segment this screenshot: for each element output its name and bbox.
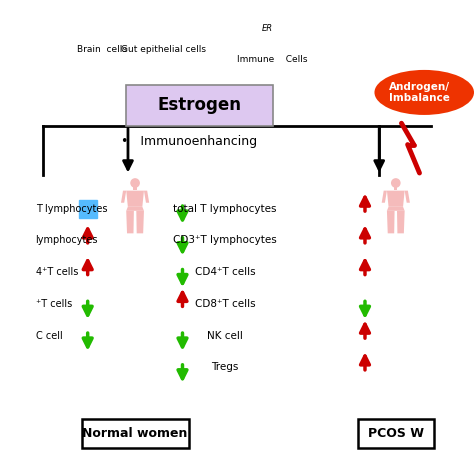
Text: Tregs: Tregs bbox=[211, 362, 239, 373]
Text: CD3⁺T lymphocytes: CD3⁺T lymphocytes bbox=[173, 235, 277, 246]
Text: ⁺T cells: ⁺T cells bbox=[36, 299, 72, 309]
Text: CD8⁺T cells: CD8⁺T cells bbox=[195, 299, 255, 309]
Text: Immune    Cells: Immune Cells bbox=[237, 55, 308, 64]
Ellipse shape bbox=[374, 70, 474, 115]
Text: Androgen/
Imbalance: Androgen/ Imbalance bbox=[389, 82, 450, 103]
Polygon shape bbox=[126, 207, 144, 211]
Text: Normal women: Normal women bbox=[82, 427, 188, 440]
Text: ER: ER bbox=[262, 24, 273, 33]
Text: T lymphocytes: T lymphocytes bbox=[36, 203, 107, 214]
Bar bbox=[134, 186, 137, 190]
Polygon shape bbox=[387, 207, 405, 211]
Text: PCOS W: PCOS W bbox=[368, 427, 424, 440]
Circle shape bbox=[391, 178, 401, 188]
Circle shape bbox=[130, 178, 140, 188]
Polygon shape bbox=[387, 211, 394, 233]
FancyBboxPatch shape bbox=[126, 85, 273, 126]
Text: CD4⁺T cells: CD4⁺T cells bbox=[195, 267, 255, 277]
Polygon shape bbox=[126, 211, 134, 233]
Polygon shape bbox=[387, 191, 405, 207]
FancyBboxPatch shape bbox=[82, 419, 189, 448]
Text: total T lymphocytes: total T lymphocytes bbox=[173, 203, 277, 214]
FancyBboxPatch shape bbox=[357, 419, 434, 448]
Text: •   Immunoenhancing: • Immunoenhancing bbox=[121, 135, 257, 148]
Bar bbox=[79, 200, 97, 218]
Polygon shape bbox=[382, 191, 387, 203]
Text: Estrogen: Estrogen bbox=[157, 97, 241, 114]
Text: lymphocytes: lymphocytes bbox=[36, 235, 98, 246]
Text: 4⁺T cells: 4⁺T cells bbox=[36, 267, 78, 277]
Text: Gut epithelial cells: Gut epithelial cells bbox=[121, 46, 206, 54]
Polygon shape bbox=[137, 211, 144, 233]
Polygon shape bbox=[126, 191, 144, 207]
Text: NK cell: NK cell bbox=[207, 330, 243, 341]
Polygon shape bbox=[144, 191, 149, 203]
Bar bbox=[394, 186, 397, 190]
Text: Brain  cells: Brain cells bbox=[77, 46, 127, 54]
Text: C cell: C cell bbox=[36, 330, 62, 341]
Polygon shape bbox=[397, 211, 405, 233]
Polygon shape bbox=[405, 191, 410, 203]
Polygon shape bbox=[121, 191, 126, 203]
